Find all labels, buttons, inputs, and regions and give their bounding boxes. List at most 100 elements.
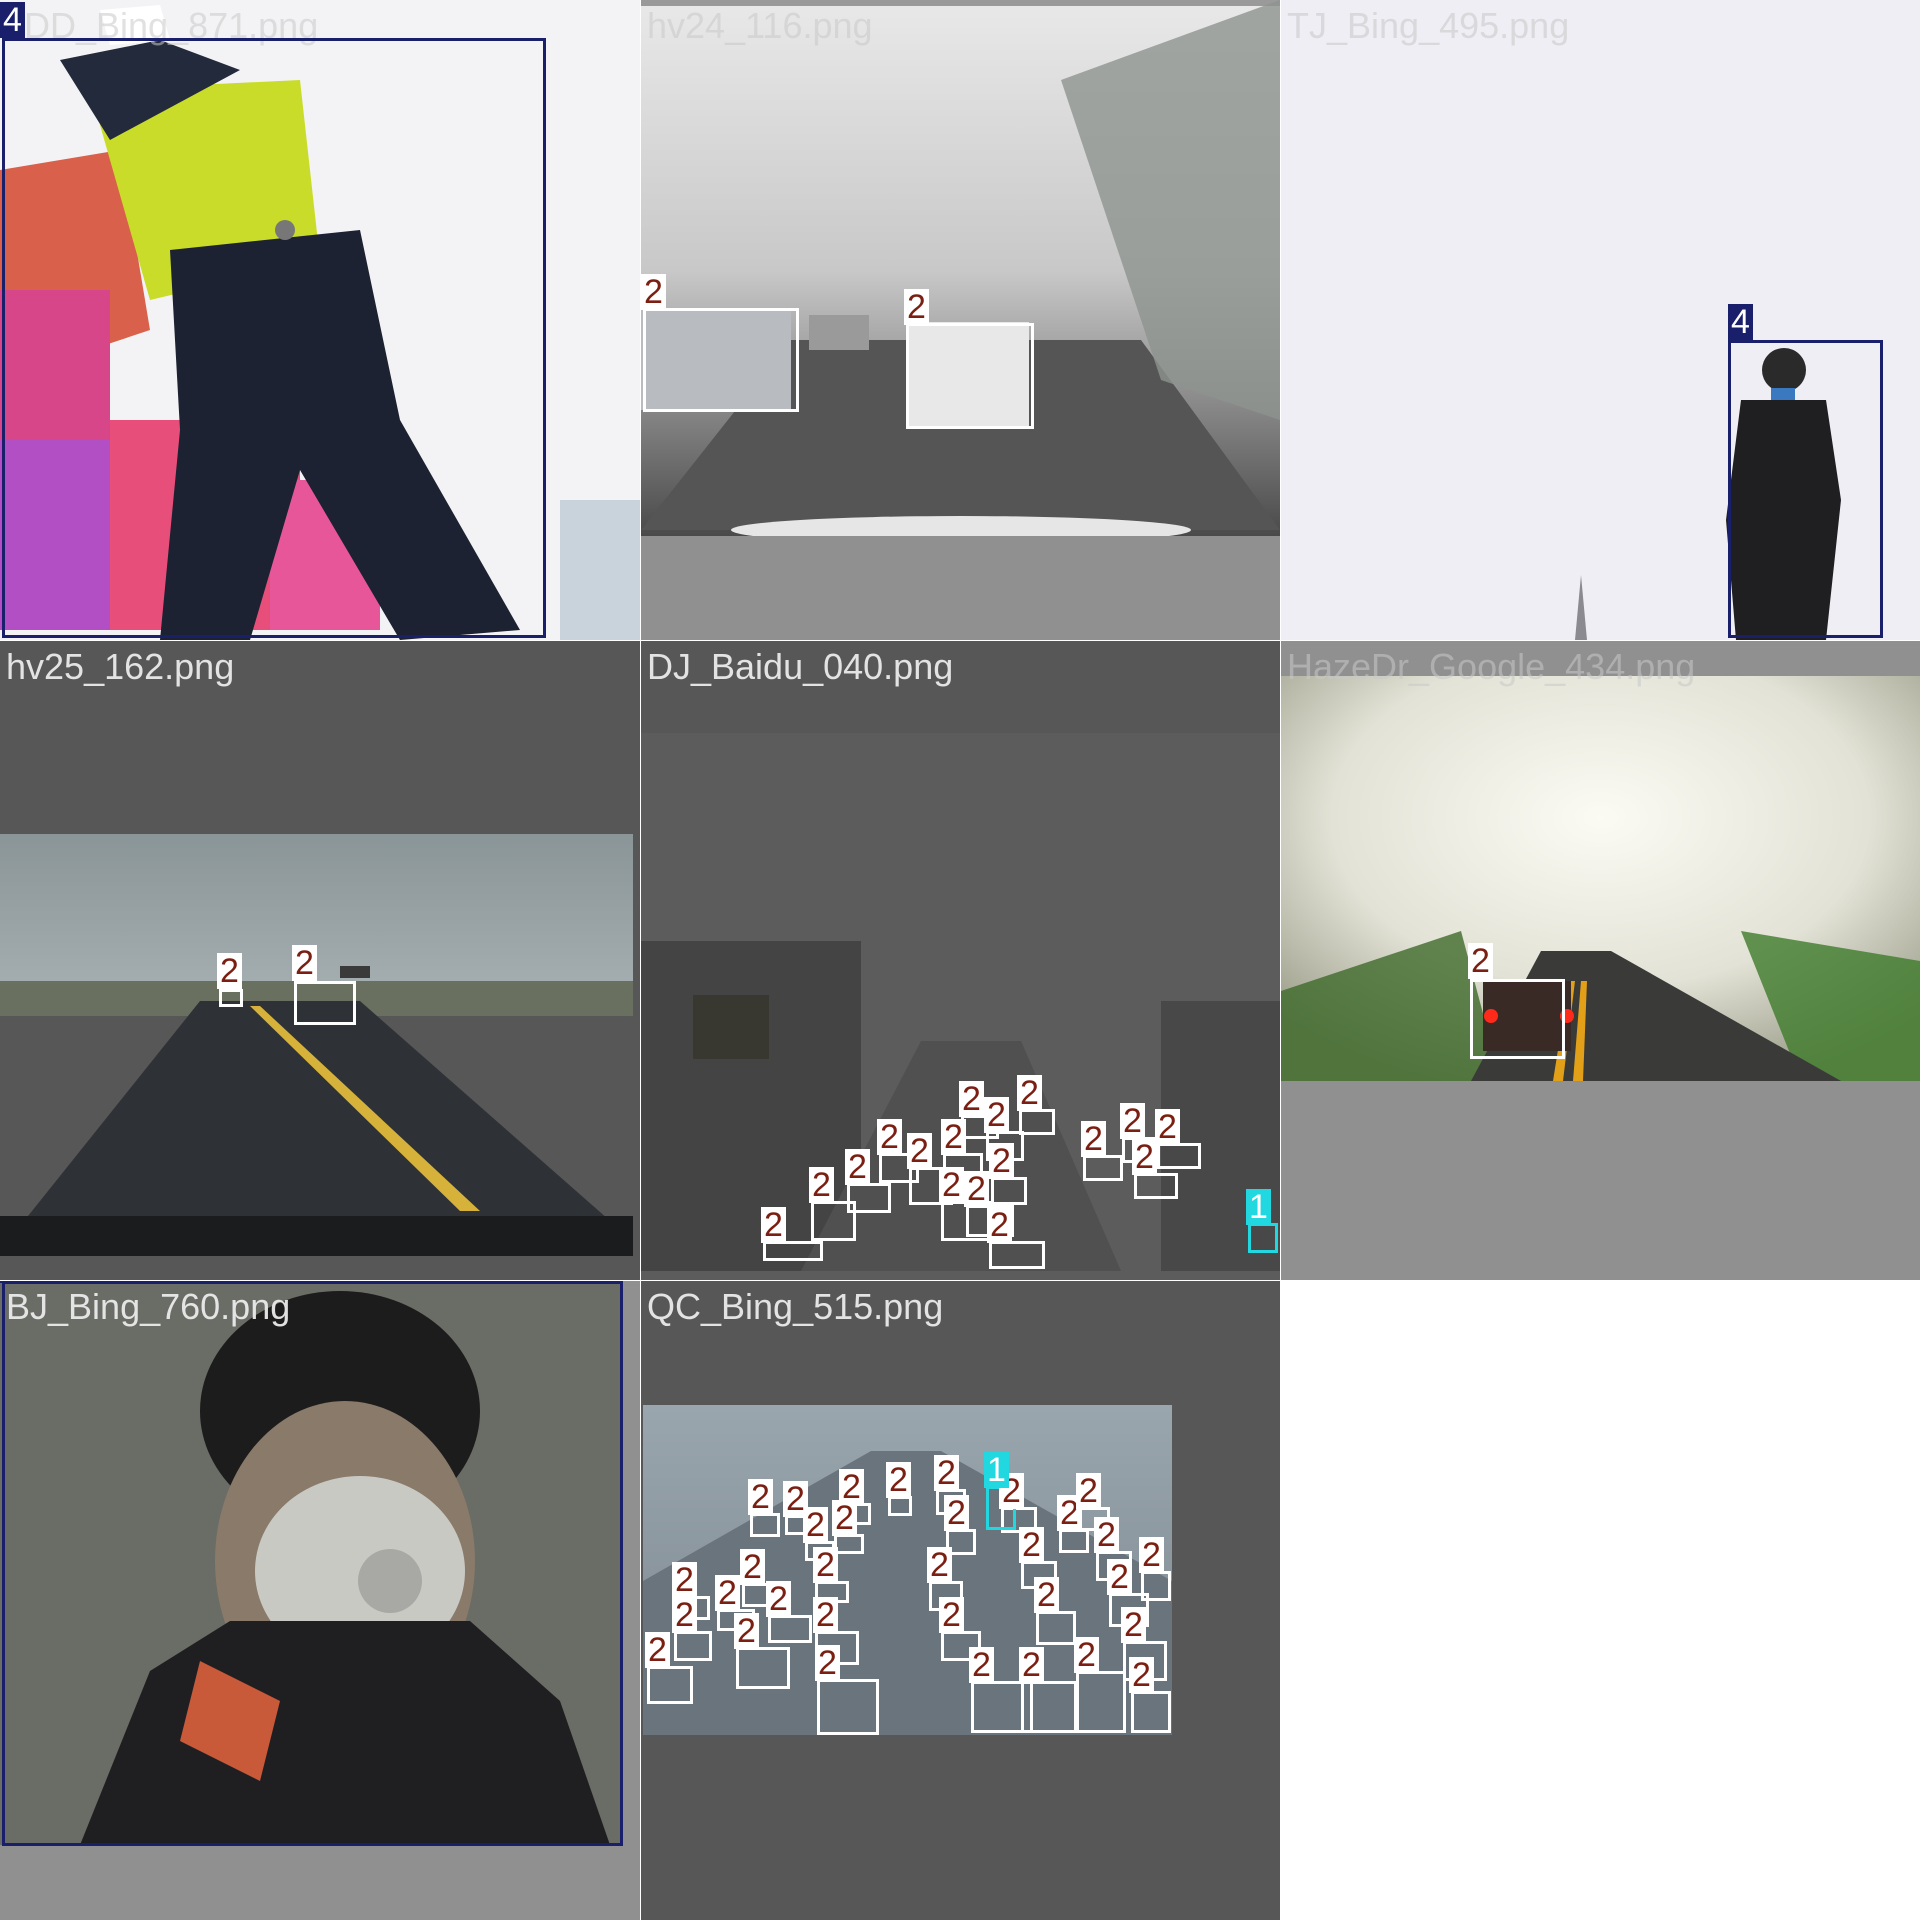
detection-box — [2, 38, 546, 638]
class-label: 2 — [845, 1149, 870, 1185]
class-label: 2 — [645, 1632, 670, 1668]
tile-bj-bing-760[interactable]: 4 BJ_Bing_760.png — [0, 1281, 640, 1920]
class-label: 2 — [815, 1645, 840, 1681]
class-label: 1 — [984, 1452, 1009, 1488]
class-label: 2 — [1121, 1607, 1146, 1643]
detection-box — [294, 981, 356, 1025]
tile-image — [0, 0, 640, 640]
class-label: 2 — [1019, 1527, 1044, 1563]
detection-box — [1131, 1691, 1171, 1733]
tile-image — [1281, 0, 1920, 640]
class-label: 2 — [1129, 1657, 1154, 1693]
class-label: 2 — [904, 289, 929, 325]
class-label: 2 — [969, 1647, 994, 1683]
detection-box — [991, 1177, 1027, 1205]
class-label: 2 — [715, 1575, 740, 1611]
class-label: 2 — [1139, 1537, 1164, 1573]
class-label: 4 — [0, 2, 25, 38]
class-label: 4 — [0, 1281, 25, 1283]
class-label: 2 — [783, 1481, 808, 1517]
class-label: 2 — [1120, 1103, 1145, 1139]
class-label: 2 — [941, 1119, 966, 1155]
class-label: 2 — [1155, 1109, 1180, 1145]
class-label: 2 — [809, 1167, 834, 1203]
class-label: 2 — [761, 1207, 786, 1243]
class-label: 2 — [1468, 943, 1493, 979]
tile-dd-bing-871[interactable]: 4 DD_Bing_871.png — [0, 0, 640, 640]
detection-box — [763, 1241, 823, 1261]
tile-hazedr-google-434[interactable]: 2 HazeDr_Google_434.png — [1281, 641, 1920, 1280]
class-label: 2 — [877, 1119, 902, 1155]
class-label: 2 — [1094, 1517, 1119, 1553]
class-label: 2 — [1076, 1473, 1101, 1509]
class-label: 2 — [813, 1547, 838, 1583]
tile-filename: hv24_116.png — [647, 5, 873, 46]
detection-box — [736, 1647, 790, 1689]
class-label: 2 — [734, 1613, 759, 1649]
detection-box — [847, 1183, 891, 1213]
grid-divider — [1280, 0, 1281, 1920]
class-label: 2 — [740, 1549, 765, 1585]
tile-filename: TJ_Bing_495.png — [1287, 5, 1570, 46]
tile-filename: HazeDr_Google_434.png — [1287, 646, 1696, 687]
detection-box — [219, 989, 243, 1007]
class-label: 2 — [964, 1171, 989, 1207]
grid-divider — [0, 640, 1920, 641]
detection-box — [1470, 979, 1565, 1059]
detection-box — [647, 1666, 693, 1704]
class-label: 2 — [672, 1597, 697, 1633]
tile-hv25-162[interactable]: 2 2 hv25_162.png — [0, 641, 640, 1280]
class-label: 4 — [1728, 304, 1753, 340]
detection-box — [1083, 1155, 1123, 1181]
class-label: 1 — [1246, 1189, 1271, 1225]
class-label: 2 — [987, 1207, 1012, 1243]
detection-box — [906, 323, 1034, 429]
class-label: 2 — [886, 1462, 911, 1498]
class-label: 2 — [1081, 1121, 1106, 1157]
detection-box — [834, 1534, 864, 1554]
detection-box — [1728, 340, 1883, 638]
detection-box — [1248, 1223, 1278, 1253]
detection-box — [1059, 1529, 1089, 1553]
detection-box — [1019, 1109, 1055, 1135]
detection-box — [1076, 1671, 1126, 1733]
class-label: 2 — [989, 1143, 1014, 1179]
detection-box — [643, 308, 799, 412]
detection-box — [1036, 1611, 1076, 1645]
tile-filename: QC_Bing_515.png — [647, 1286, 944, 1327]
class-label: 2 — [292, 945, 317, 981]
class-label: 2 — [813, 1597, 838, 1633]
tile-image — [641, 0, 1280, 640]
class-label: 2 — [1034, 1577, 1059, 1613]
class-label: 2 — [748, 1479, 773, 1515]
class-label: 2 — [984, 1097, 1009, 1133]
class-label: 2 — [1107, 1559, 1132, 1595]
tile-image — [0, 834, 633, 1256]
class-label: 2 — [1132, 1139, 1157, 1175]
detection-box — [1134, 1173, 1178, 1199]
tile-filename: BJ_Bing_760.png — [6, 1286, 291, 1327]
detection-box — [989, 1241, 1045, 1269]
class-label: 2 — [641, 274, 666, 310]
detection-box — [768, 1615, 812, 1643]
class-label: 2 — [672, 1562, 697, 1598]
tile-image — [0, 1281, 640, 1920]
detection-box — [2, 1281, 623, 1846]
detection-box — [817, 1679, 879, 1735]
tile-hv24-116[interactable]: 2 2 hv24_116.png — [641, 0, 1280, 640]
class-label: 2 — [907, 1133, 932, 1169]
class-label: 2 — [1019, 1647, 1044, 1683]
class-label: 2 — [927, 1547, 952, 1583]
class-label: 2 — [944, 1495, 969, 1531]
detection-box — [750, 1513, 780, 1537]
class-label: 2 — [766, 1581, 791, 1617]
class-label: 2 — [959, 1081, 984, 1117]
empty-cell — [1281, 1281, 1920, 1920]
tile-image — [1281, 676, 1920, 1280]
tile-tj-bing-495[interactable]: 4 TJ_Bing_495.png — [1281, 0, 1920, 640]
detection-box — [1021, 1681, 1077, 1733]
class-label: 2 — [839, 1469, 864, 1505]
detection-box — [1141, 1571, 1171, 1601]
